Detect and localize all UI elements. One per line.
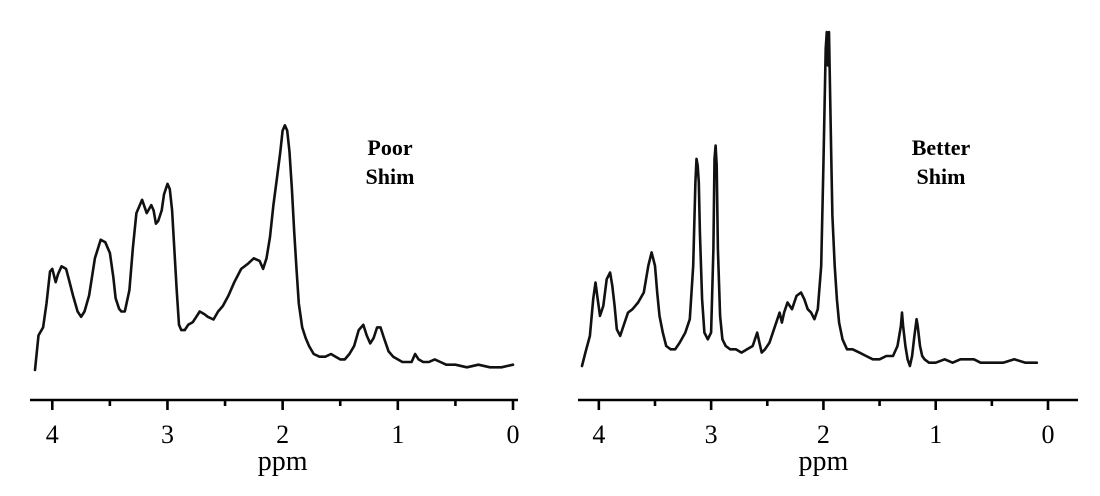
x-tick-label: 4: [46, 420, 59, 449]
x-tick-label: 3: [161, 420, 174, 449]
x-tick-label: 4: [592, 420, 605, 449]
panel-better-shim: 4 3 2 1 0 ppm Better Shim: [578, 30, 1078, 477]
x-tick-label: 1: [391, 420, 404, 449]
x-tick-label: 0: [507, 420, 520, 449]
shim-annotation: Poor: [367, 135, 412, 160]
spectrum-line: [580, 30, 1039, 368]
shim-annotation: Shim: [917, 164, 966, 189]
spectrum-line: [33, 124, 515, 372]
x-axis-title: ppm: [799, 446, 849, 477]
x-tick-label: 3: [705, 420, 718, 449]
shim-annotation: Shim: [366, 164, 415, 189]
x-tick-label: 2: [276, 420, 289, 449]
x-tick-label: 1: [929, 420, 942, 449]
x-axis-title: ppm: [258, 446, 308, 477]
x-tick-label: 0: [1042, 420, 1055, 449]
shim-annotation: Better: [912, 135, 971, 160]
x-tick-label: 2: [817, 420, 830, 449]
panel-poor-shim: 4 3 2 1 0 ppm Poor Shim: [30, 124, 520, 477]
